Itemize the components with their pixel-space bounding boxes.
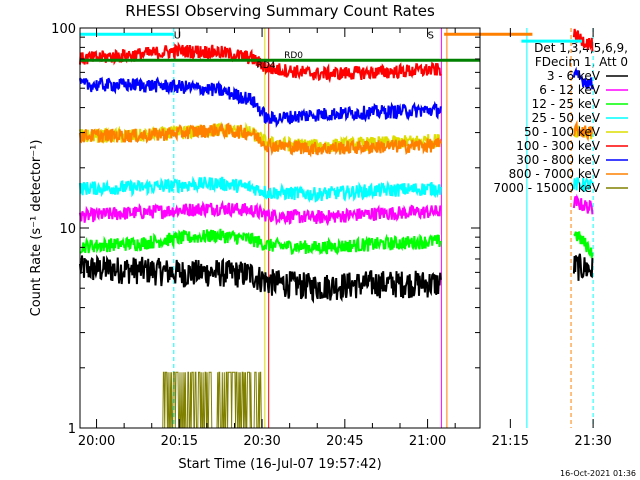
- x-tick-label: 21:00: [409, 434, 446, 449]
- y-tick-label: 1: [68, 422, 76, 437]
- legend-label: 7000 - 15000 keV: [493, 181, 600, 195]
- plot-area: RD4 RD0 U S: [79, 28, 594, 429]
- flag-label: U: [174, 30, 181, 41]
- legend-label: 12 - 25 keV: [532, 97, 601, 111]
- legend-label: 100 - 300 keV: [516, 139, 600, 153]
- timestamp: 16-Oct-2021 01:36: [560, 469, 636, 478]
- x-tick-label: 20:30: [243, 434, 280, 449]
- legend-label: 300 - 800 keV: [516, 153, 600, 167]
- x-tick-label: 20:15: [161, 434, 198, 449]
- y-tick-label: 10: [59, 222, 76, 237]
- legend-header-line: FDecim 1, Att 0: [535, 55, 628, 69]
- flag-label: RD0: [284, 51, 303, 61]
- x-tick-label: 21:30: [574, 434, 611, 449]
- legend-label: 800 - 7000 keV: [509, 167, 601, 181]
- chart-title: RHESSI Observing Summary Count Rates: [125, 2, 435, 20]
- legend-label: 50 - 100 keV: [524, 125, 601, 139]
- series-trace: [79, 66, 594, 129]
- series-trace: [79, 253, 594, 304]
- series-trace: [79, 175, 594, 203]
- x-tick-label: 21:15: [492, 434, 529, 449]
- legend-label: 3 - 6 keV: [547, 69, 601, 83]
- series-trace: [79, 228, 594, 259]
- legend-header-line: Det 1,3,4,5,6,9,: [534, 41, 628, 55]
- x-tick-label: 20:45: [326, 434, 363, 449]
- x-tick-label: 20:00: [78, 434, 115, 449]
- legend-label: 6 - 12 keV: [539, 83, 601, 97]
- axes: 1 10 100 20:00 20:15 20:30 20:45 21:00 21:15 21:3…: [51, 22, 612, 449]
- y-tick-label: 100: [51, 22, 76, 37]
- series-trace: [79, 28, 594, 84]
- series-trace: [79, 193, 594, 227]
- x-axis-label: Start Time (16-Jul-07 19:57:42): [178, 457, 381, 472]
- y-axis-label: Count Rate (s⁻¹ detector⁻¹): [29, 140, 44, 317]
- series-trace: [162, 371, 262, 429]
- legend-label: 25 - 50 keV: [532, 111, 601, 125]
- flag-label: RD4: [257, 61, 276, 71]
- series-trace: [79, 119, 594, 158]
- flag-label: S: [428, 30, 434, 41]
